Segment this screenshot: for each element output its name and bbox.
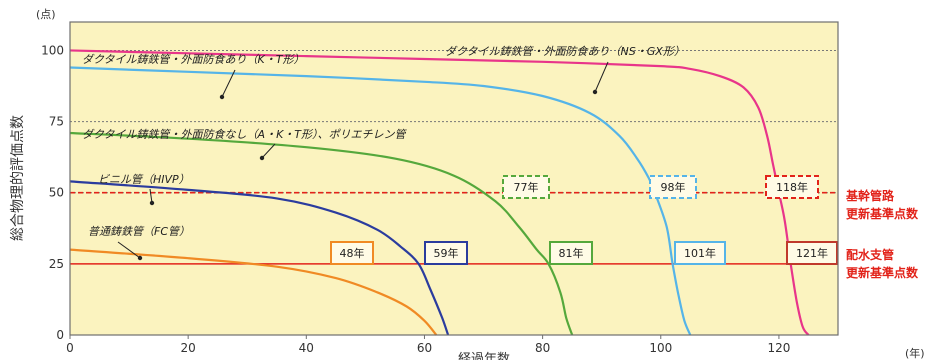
branch-threshold-label-line1: 配水支管 bbox=[846, 247, 894, 262]
leader-line bbox=[594, 61, 609, 93]
year-box bbox=[786, 241, 838, 265]
year-box-label: 59年 bbox=[434, 246, 459, 260]
x-tick-label: 80 bbox=[535, 341, 550, 355]
series-label: ダクタイル鋳鉄管・外面防食なし（A・K・T形）、ポリエチレン管 bbox=[82, 128, 408, 141]
y-tick-label: 100 bbox=[41, 43, 64, 57]
year-box-label: 118年 bbox=[776, 180, 808, 194]
year-box bbox=[649, 175, 697, 199]
plot-frame bbox=[69, 21, 839, 336]
year-box bbox=[424, 241, 468, 265]
year-box-label: 121年 bbox=[796, 246, 828, 260]
x-unit-label: (年) bbox=[905, 346, 925, 360]
year-box-label: 81年 bbox=[559, 246, 584, 260]
year-box-label: 98年 bbox=[661, 180, 686, 194]
year-box bbox=[765, 175, 819, 199]
x-axis-title: 経過年数 bbox=[458, 352, 510, 360]
branch-threshold-label-line2: 更新基準点数 bbox=[846, 265, 919, 280]
year-box-label: 48年 bbox=[340, 246, 365, 260]
year-box bbox=[549, 241, 593, 265]
series-line bbox=[69, 131, 574, 336]
year-box-label: 101年 bbox=[684, 246, 716, 260]
y-unit-label: (点) bbox=[36, 8, 56, 21]
year-box bbox=[674, 241, 726, 265]
year-boxes: 77年 98年 118年 48年 59年 81年 101年 121年 bbox=[330, 175, 838, 265]
series-labels: ダクタイル鋳鉄管・外面防食あり（NS・GX形） ダクタイル鋳鉄管・外面防食あり（K… bbox=[82, 45, 685, 261]
y-axis-title: 総合物理的評価点数 bbox=[10, 115, 26, 241]
year-box bbox=[502, 175, 550, 199]
x-tick-label: 100 bbox=[649, 341, 672, 355]
y-tick-label: 50 bbox=[49, 186, 64, 200]
year-box-label: 77年 bbox=[514, 180, 539, 194]
leader-dot bbox=[259, 155, 265, 161]
series-line bbox=[69, 180, 450, 336]
leader-dot bbox=[137, 255, 143, 261]
leader-dot bbox=[149, 200, 155, 206]
x-tick-label: 0 bbox=[66, 341, 74, 355]
axis-ticks: 0 20 40 60 80 100 120 0 25 50 75 100 bbox=[41, 43, 790, 355]
series-label: 普通鋳鉄管（FC管） bbox=[88, 225, 190, 238]
trunk-threshold-label-line2: 更新基準点数 bbox=[846, 206, 919, 221]
leader-line bbox=[117, 241, 141, 259]
series-line bbox=[69, 248, 438, 336]
year-box bbox=[330, 241, 374, 265]
threshold-callout-trunk: 基幹管路 更新基準点数 bbox=[845, 188, 919, 221]
leader-dot bbox=[219, 94, 225, 100]
y-tick-label: 0 bbox=[56, 328, 64, 342]
series-label: ダクタイル鋳鉄管・外面防食あり（K・T形） bbox=[82, 53, 305, 66]
leader-line bbox=[221, 69, 236, 98]
leader-line bbox=[261, 143, 276, 159]
x-tick-label: 60 bbox=[417, 341, 432, 355]
threshold-callout-branch: 配水支管 更新基準点数 bbox=[846, 247, 919, 280]
x-tick-label: 20 bbox=[181, 341, 196, 355]
leader-line bbox=[149, 188, 153, 204]
trunk-threshold-label-line1: 基幹管路 bbox=[845, 188, 895, 203]
x-tick-label: 120 bbox=[767, 341, 790, 355]
leader-dot bbox=[592, 89, 598, 95]
series-line bbox=[69, 66, 692, 336]
y-tick-label: 25 bbox=[49, 257, 64, 271]
series-label: ビニル管（HIVP） bbox=[98, 173, 190, 186]
y-tick-label: 75 bbox=[49, 115, 64, 129]
series-label: ダクタイル鋳鉄管・外面防食あり（NS・GX形） bbox=[445, 45, 685, 58]
x-tick-label: 40 bbox=[299, 341, 314, 355]
